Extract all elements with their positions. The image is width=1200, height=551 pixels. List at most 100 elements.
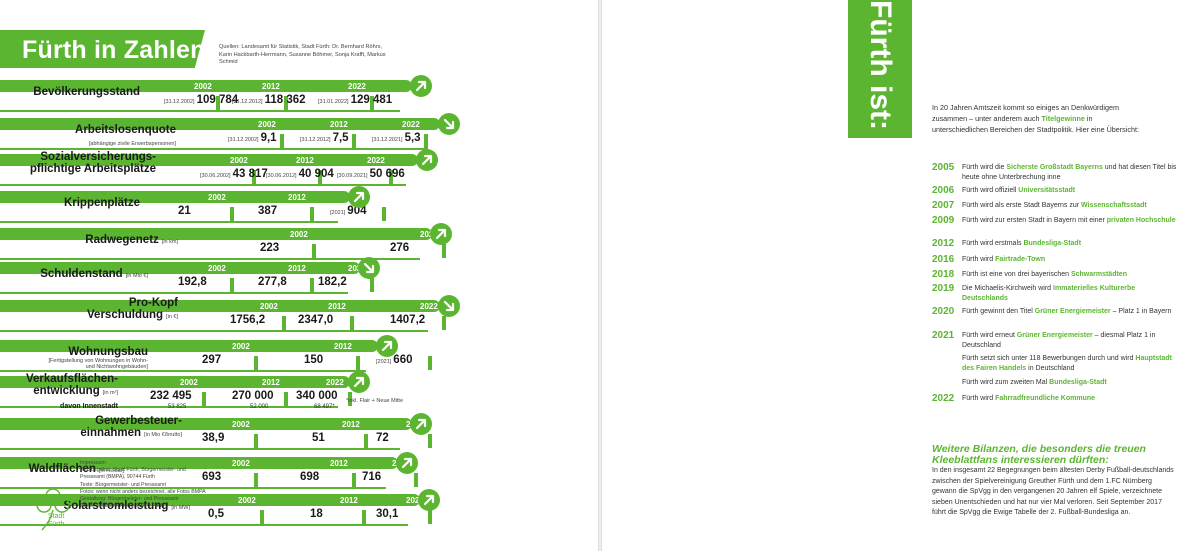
stat-label: Waldflächen [in Hektar] (29, 463, 124, 477)
year-label: 2002 (180, 378, 198, 387)
stat-row: Waldflächen[in Hektar]200269320126982022… (0, 452, 470, 493)
timeline-text-part: Fürth wird offiziell (962, 187, 1019, 194)
stat-label-line: Wohnungsbau (68, 346, 148, 358)
stat-value: 18 (310, 508, 323, 520)
year-label: 2002 (290, 230, 308, 239)
impressum: Impressum Herausgeber: Stadt Fürth, Bürg… (80, 460, 210, 510)
stat-value: 72 (376, 432, 389, 444)
timeline-highlight: Sicherste Großstadt Bayerns (1006, 164, 1103, 171)
stat-baseline (0, 221, 338, 223)
stat-value: [2021] 904 (330, 205, 366, 217)
timeline-highlight: Bundesliga-Stadt (1023, 240, 1082, 247)
impressum-line: Gestaltung: Bürgermeister- und Presseamt (80, 496, 179, 503)
stat-label: Wohnungsbau [Fertigstellung von Wohnungen… (38, 346, 148, 371)
footnote: *inkl. Flair + Neue Mitte (346, 398, 404, 404)
stat-unit: [in €] (166, 314, 178, 320)
stat-bar (0, 340, 378, 352)
value-number: 118 362 (264, 94, 306, 106)
stat-label: Schuldenstand [in Mio €] (40, 268, 148, 282)
date-note: [31.12.2012] (232, 99, 263, 105)
stat-value: [31.12.2012] 118 362 (232, 94, 306, 106)
date-note: [30.06.2012] (266, 173, 297, 179)
impressum-heading: Impressum (80, 460, 106, 466)
year-marker (282, 316, 286, 330)
value-number: 340 000 (296, 390, 338, 402)
trend-up-arrow-icon (418, 489, 440, 511)
timeline-year: 2005 (932, 162, 955, 173)
year-label: 2012 (330, 120, 348, 129)
timeline-text: Fürth wird Fairtrade-Town (962, 255, 1177, 265)
impressum-line: Fotos: wenn nicht anders bezeichnet, all… (80, 488, 206, 495)
date-note: [31.12.2002] (228, 137, 259, 143)
value-number: 0,5 (208, 508, 224, 520)
stat-unit: [in MW] (171, 505, 190, 511)
timeline-highlight: Grüner Energiemeister (1034, 308, 1111, 315)
trend-up-arrow-icon (348, 186, 370, 208)
stat-value: [31.12.2002] 9,1 (228, 132, 277, 144)
stat-value: [30.09.2021] 50 696 (337, 168, 405, 180)
year-label: 2012 (262, 378, 280, 387)
sub-value: 68 497* (314, 404, 335, 410)
timeline-highlight: Fairtrade-Town (995, 256, 1046, 263)
timeline-text-part: Fürth wird zum zweiten Mal (962, 379, 1050, 386)
value-number: 693 (202, 471, 222, 483)
timeline-text: Fürth wird als erste Stadt Bayerns zur W… (962, 201, 1177, 211)
timeline-text-part: in Deutschland (1026, 365, 1075, 372)
logo-text: Stadt Fürth (48, 513, 65, 528)
timeline-text-part: Fürth ist eine von drei bayerischen (962, 271, 1071, 278)
timeline-text: Fürth wird zum zweiten Mal Bundesliga-St… (962, 378, 1177, 388)
date-note: [31.12.2012] (300, 137, 331, 143)
timeline-text-part: – diesmal Platz 1 in Deutschland (962, 332, 1156, 349)
stat-row: Pro-Kopf Verschuldung [in €] 2002 1756,2 2012… (0, 295, 470, 336)
stat-bar (0, 376, 350, 388)
timeline-text-part: Die Michaelis-Kirchweih wird (962, 285, 1054, 292)
timeline-year: 2012 (932, 238, 955, 249)
timeline-text-part: – Platz 1 in Bayern (1110, 308, 1172, 315)
date-note: [31.01.2022] (318, 99, 349, 105)
year-label: 2012 (340, 496, 358, 505)
year-marker (350, 316, 354, 330)
sub-value: 53 825 (168, 404, 187, 410)
year-label: 2012 (334, 342, 352, 351)
timeline-text-part: Fürth wird zur ersten Stadt in Bayern mi… (962, 217, 1107, 224)
stat-baseline (0, 110, 400, 112)
year-marker (389, 170, 393, 184)
value-number: 5,3 (404, 132, 421, 144)
timeline-year: 2007 (932, 200, 955, 211)
value-number: 129 481 (350, 94, 393, 106)
value-number: 2347,0 (298, 314, 334, 326)
timeline-year: 2021 (932, 330, 955, 341)
year-marker (362, 510, 366, 524)
year-marker (230, 207, 234, 221)
year-marker (364, 434, 368, 448)
value-number: 223 (260, 242, 280, 254)
year-marker (442, 316, 446, 330)
stat-label-line: Arbeitslosenquote (75, 124, 176, 136)
timeline-highlight: Wissenschaftsstadt (1081, 202, 1147, 209)
stat-bar (0, 494, 420, 506)
stat-bar (0, 191, 350, 203)
year-marker (318, 170, 322, 184)
stat-label: Verkaufsflächen-entwicklung [in m²] davon … (26, 373, 118, 411)
year-marker (352, 134, 356, 148)
year-marker (284, 392, 288, 406)
value-number: 9,1 (260, 132, 277, 144)
stat-row: Verkaufsflächen-entwicklung [in m²] davon … (0, 371, 470, 412)
year-marker (310, 207, 314, 221)
stat-label: Krippenplätze (64, 197, 140, 209)
year-label: 2012 (262, 82, 280, 91)
stat-label: Solarstromleistung [in MW] (64, 500, 190, 514)
stat-label-line: Schuldenstand (40, 268, 123, 280)
year-marker (428, 356, 432, 370)
stat-baseline (0, 524, 408, 526)
value-number: 21 (178, 205, 191, 217)
year-label: 2022 (402, 120, 420, 129)
value-number: 297 (202, 354, 222, 366)
year-marker (280, 134, 284, 148)
stat-baseline (0, 292, 348, 294)
trend-up-arrow-icon (376, 335, 398, 357)
year-marker (284, 96, 288, 110)
stat-value: 38,9 (202, 432, 224, 444)
timeline-year: 2022 (932, 393, 955, 404)
stat-unit: [in Mio €] (125, 273, 148, 279)
